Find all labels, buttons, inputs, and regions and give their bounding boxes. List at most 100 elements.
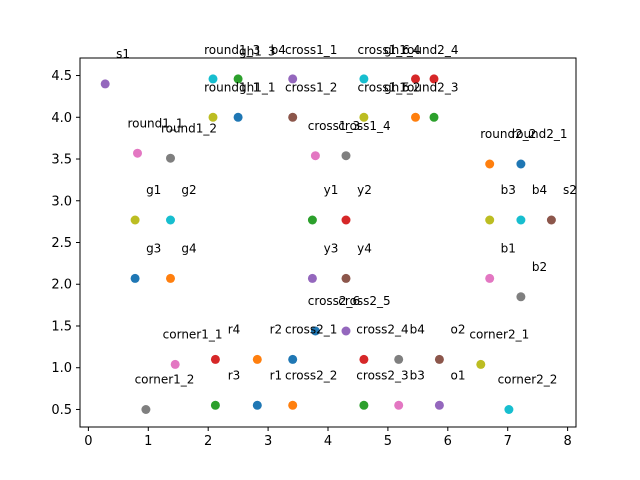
scatter-point — [516, 292, 526, 302]
point-label: y1 — [324, 183, 339, 197]
axes: 0 1 2 3 4 5 6 7 8 0.5 1.0 1.5 2.0 2.5 3.0 3.5 4.0 4.5 — [51, 57, 577, 449]
point-label: b3 — [410, 368, 425, 382]
point-label: cross2_5 — [338, 294, 390, 308]
point-label: cross2_1 — [285, 323, 337, 337]
x-tick-label: 5 — [384, 434, 392, 449]
point-label: b1 — [501, 242, 516, 256]
point-label: round2_1 — [511, 127, 567, 141]
point-label: round2_2 — [480, 127, 536, 141]
x-tick-label: 3 — [264, 434, 272, 449]
point-label: r2 — [270, 323, 283, 337]
y-tick-label: 1.0 — [51, 361, 72, 376]
scatter-point — [288, 112, 298, 122]
scatter-point — [434, 354, 444, 364]
scatter-point — [429, 112, 439, 122]
scatter-point — [310, 151, 320, 161]
scatter-point — [288, 400, 298, 410]
scatter-point — [341, 151, 351, 161]
scatter-point — [411, 112, 420, 122]
scatter-point — [208, 112, 218, 122]
scatter-point — [359, 400, 369, 410]
scatter-point — [394, 400, 404, 410]
scatter-point — [130, 215, 140, 225]
scatter-point — [341, 326, 351, 336]
scatter-point — [252, 354, 262, 364]
point-label: round2_3 — [402, 80, 458, 94]
scatter-point — [252, 400, 262, 410]
scatter-point — [485, 215, 495, 225]
scatter-point — [141, 405, 151, 414]
scatter-point — [307, 273, 317, 283]
scatter-point — [341, 273, 351, 283]
x-tick-label: 7 — [504, 434, 512, 449]
scatter-point — [434, 400, 444, 410]
scatter-point — [166, 215, 175, 225]
scatter-point — [288, 354, 298, 364]
y-tick-label: 4.0 — [51, 111, 72, 126]
x-tick-label: 8 — [563, 434, 571, 449]
scatter-point — [307, 215, 317, 225]
y-tick-label: 3.5 — [51, 153, 72, 168]
point-label: gh1_1 — [239, 80, 276, 94]
y-tick-label: 3.0 — [51, 194, 72, 209]
scatter-point — [359, 354, 369, 364]
point-label: r1 — [270, 368, 283, 382]
scatter-point — [516, 215, 526, 225]
plot-marks — [100, 74, 556, 414]
point-label: y2 — [357, 183, 372, 197]
point-label: cross1_5 — [358, 80, 410, 94]
scatter-point — [310, 326, 320, 336]
point-label: cross1_3 — [308, 119, 360, 133]
point-label: cross1_2 — [285, 80, 337, 94]
point-label: gh1_3 — [239, 45, 276, 59]
y-tick-label: 1.5 — [51, 319, 72, 334]
scatter-point — [476, 359, 486, 369]
point-label: r4 — [228, 323, 241, 337]
point-label: cross1_1 — [285, 43, 337, 57]
y-tick-label: 0.5 — [51, 403, 72, 418]
x-tick-label: 2 — [204, 434, 212, 449]
point-label: s1 — [116, 47, 130, 61]
point-label: cross2_6 — [308, 294, 360, 308]
point-label: o1 — [451, 368, 466, 382]
scatter-point — [233, 74, 243, 84]
point-label: y3 — [324, 242, 339, 256]
scatter-point — [411, 74, 420, 84]
scatter-point — [208, 74, 218, 84]
y-tick-label: 4.5 — [51, 69, 72, 84]
point-label: cross1_6 — [358, 43, 410, 57]
point-label: corner1_2 — [135, 373, 195, 387]
scatter-point — [233, 112, 243, 122]
scatter-point — [341, 215, 351, 225]
point-label: round1_3 — [204, 43, 260, 57]
point-label: corner2_2 — [498, 373, 558, 387]
point-label: y4 — [357, 242, 372, 256]
x-tick-label: 4 — [324, 434, 332, 449]
point-label: round1_1 — [204, 80, 260, 94]
scatter-point — [485, 159, 495, 169]
point-label: cross2_4 — [356, 323, 408, 337]
point-label: b4 — [271, 43, 286, 57]
scatter-point — [170, 359, 180, 369]
point-label: cross2_2 — [285, 368, 337, 382]
point-label: o2 — [451, 323, 466, 337]
y-tick-label: 2.0 — [51, 278, 72, 293]
x-tick-label: 6 — [444, 434, 452, 449]
point-label: cross1_4 — [338, 119, 390, 133]
point-label: round1_2 — [161, 121, 217, 135]
scatter-point — [429, 74, 439, 84]
point-label: b4 — [532, 183, 547, 197]
scatter-point — [210, 400, 220, 410]
scatter-point — [210, 354, 220, 364]
point-label: b4 — [410, 323, 425, 337]
x-tick-label: 1 — [144, 434, 152, 449]
y-tick-label: 2.5 — [51, 236, 72, 251]
point-label: gh1_2 — [384, 80, 421, 94]
point-label: cross2_3 — [356, 368, 408, 382]
scatter-point — [546, 215, 556, 225]
scatter-point — [166, 153, 175, 163]
scatter-point — [394, 354, 404, 364]
